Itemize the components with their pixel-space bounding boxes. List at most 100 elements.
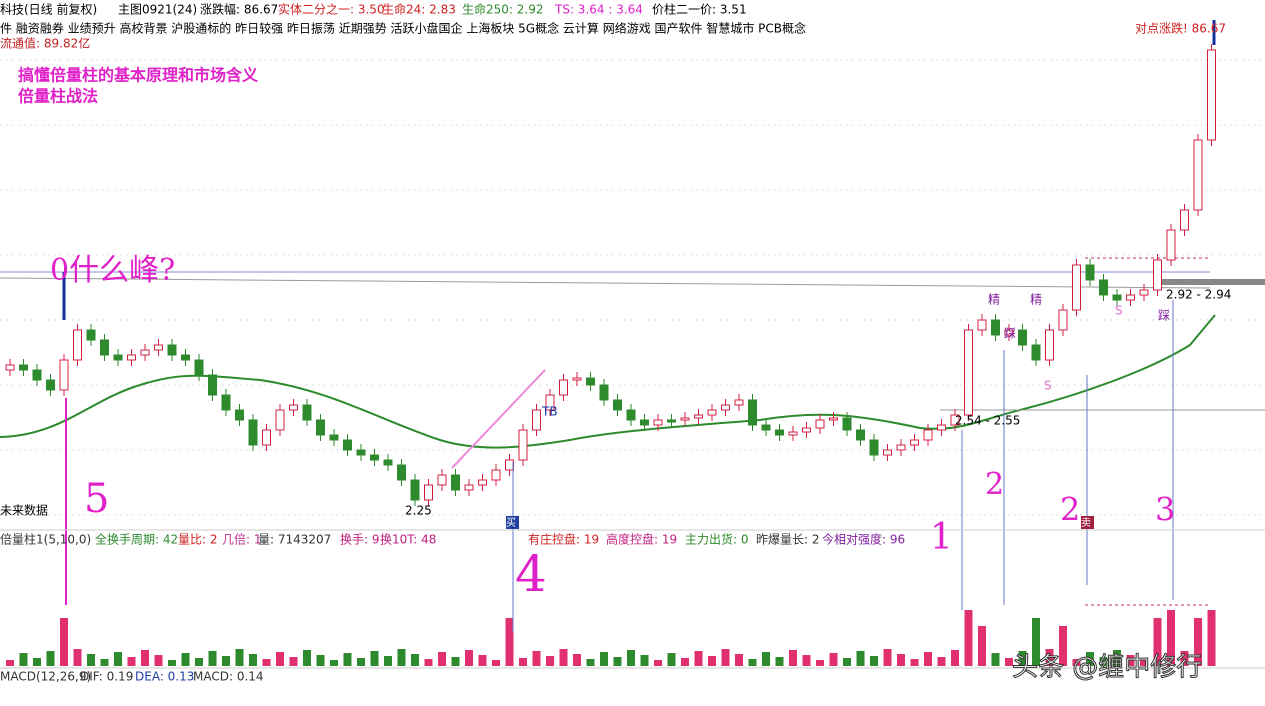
indicator-item: 全换手周期: 42 xyxy=(95,532,178,547)
volume-bar xyxy=(991,653,1000,666)
volume-bar xyxy=(1032,618,1040,666)
volume-bar xyxy=(33,658,41,666)
volume-bar xyxy=(559,649,568,666)
volume-bar xyxy=(195,658,203,666)
volume-bar xyxy=(870,656,878,666)
candle xyxy=(950,414,960,426)
candle xyxy=(1153,259,1162,291)
candle xyxy=(532,409,541,431)
candle xyxy=(32,369,42,381)
volume-bar xyxy=(856,651,865,666)
volume-bar xyxy=(1140,660,1148,666)
candle xyxy=(761,424,771,431)
volume-bar xyxy=(303,650,311,666)
candle xyxy=(208,374,217,396)
candle xyxy=(59,359,69,391)
macd-item: DEA: 0.13 xyxy=(135,670,194,684)
candle xyxy=(626,409,636,421)
candle xyxy=(694,414,703,419)
candle xyxy=(680,417,690,421)
candle xyxy=(262,429,271,446)
candle xyxy=(478,479,487,486)
candle xyxy=(19,364,28,371)
candle xyxy=(86,329,96,341)
volume-bar xyxy=(1207,610,1216,666)
candle xyxy=(613,399,622,411)
candle xyxy=(100,339,109,356)
float-value: 流通值: 89.82亿 xyxy=(0,36,90,51)
indicator-item: 换10T: 48 xyxy=(380,533,436,547)
watermark: 头条 @缠中修行 xyxy=(1012,653,1202,683)
volume-bar xyxy=(519,658,527,666)
indicator-item: 几倍: 1 xyxy=(222,532,262,547)
candle xyxy=(775,429,784,436)
future-data: 未来数据 xyxy=(0,503,48,518)
volume-bar xyxy=(424,659,433,666)
volume-bar xyxy=(181,653,190,666)
candle xyxy=(1045,329,1054,361)
candle xyxy=(1139,289,1149,296)
volume-bar xyxy=(6,660,14,666)
volume-bar xyxy=(910,659,919,666)
volume-bar xyxy=(978,626,986,666)
candle xyxy=(194,359,204,376)
volume-bar xyxy=(829,653,838,666)
candle xyxy=(1004,329,1014,336)
volume-bar xyxy=(681,658,689,666)
volume-bar xyxy=(60,618,68,666)
volume-bar xyxy=(154,655,163,666)
signal: 精 xyxy=(1030,293,1042,307)
volume-bar xyxy=(127,657,136,666)
macd-item: DIF: 0.19 xyxy=(80,670,133,684)
candle xyxy=(356,449,366,456)
candle xyxy=(545,394,555,411)
volume-bar xyxy=(924,652,932,666)
macd-item: MACD(12,26,9) xyxy=(0,670,91,684)
volume-bar xyxy=(114,652,122,666)
volume-bar xyxy=(1045,649,1054,666)
volume-bar xyxy=(627,650,635,666)
candle xyxy=(923,429,933,441)
indicator-item: 量: 7143207 xyxy=(258,533,331,547)
trend-line xyxy=(0,277,1211,289)
stock-name: 科技(日线 前复权) xyxy=(0,2,97,17)
candle xyxy=(248,419,258,446)
candle xyxy=(815,419,825,429)
volume-bar xyxy=(883,649,892,666)
handwriting: 2 xyxy=(1060,491,1080,529)
candle xyxy=(667,419,676,423)
volume-bar xyxy=(384,656,392,666)
volume-bar xyxy=(802,655,811,666)
volume-bar xyxy=(276,652,284,666)
candle xyxy=(1072,264,1081,311)
volume-bar xyxy=(465,650,473,666)
candle xyxy=(869,439,879,456)
candle xyxy=(46,379,55,391)
volume-bar xyxy=(87,654,95,666)
volume-bar xyxy=(235,649,244,666)
candle xyxy=(424,484,433,501)
candle xyxy=(586,377,595,386)
volume-bar xyxy=(451,657,460,666)
candle xyxy=(1112,294,1122,301)
volume-bar xyxy=(613,657,622,666)
headline: 倍量柱战法 xyxy=(18,87,98,106)
candle xyxy=(289,404,298,411)
indicator-item: 今相对强度: 96 xyxy=(822,532,905,547)
life250: 生命250: 2.92 xyxy=(462,2,543,17)
volume-bar xyxy=(168,660,176,666)
volume-bar xyxy=(735,654,743,666)
candles xyxy=(5,44,1216,506)
volume-bar xyxy=(762,652,770,666)
moving-average xyxy=(0,314,1216,449)
candle xyxy=(937,424,946,431)
handwriting: 3 xyxy=(1155,491,1175,529)
candle xyxy=(316,419,325,436)
signal: 踩 xyxy=(1004,327,1016,341)
main-chart: 主图0921(24) xyxy=(118,3,197,17)
candle xyxy=(5,364,15,371)
candle xyxy=(721,404,730,411)
candle xyxy=(1180,209,1189,231)
